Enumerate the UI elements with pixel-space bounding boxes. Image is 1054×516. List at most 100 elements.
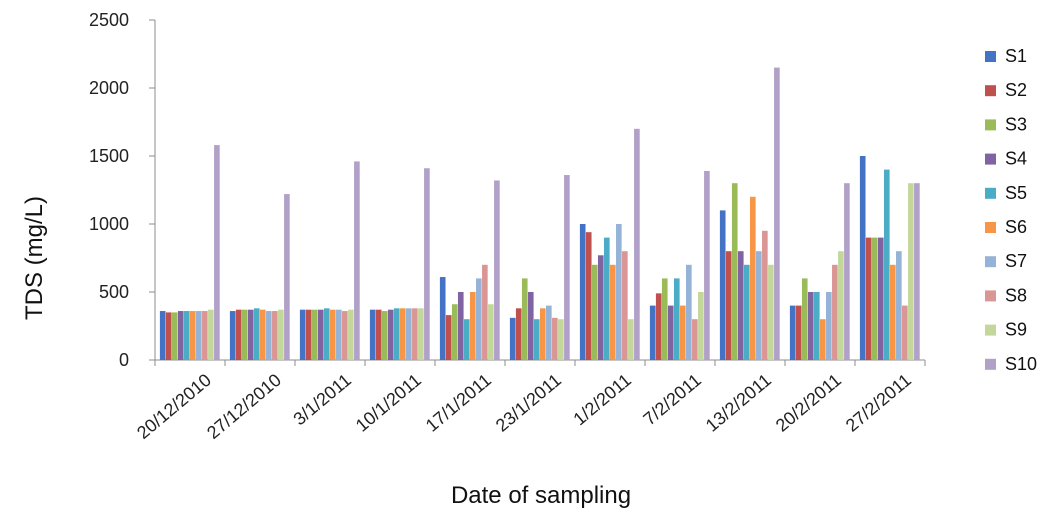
bar-s5 — [393, 308, 400, 360]
bar-s7 — [546, 305, 552, 360]
bar-s2 — [795, 305, 802, 360]
bar-s1 — [719, 210, 726, 360]
bar-s3 — [591, 264, 598, 360]
bar-s9 — [558, 319, 564, 360]
x-axis-title: Date of sampling — [451, 482, 631, 509]
legend-swatch-s10 — [985, 358, 996, 370]
bar-s2 — [165, 312, 172, 360]
x-tick-label: 27/2/2011 — [842, 370, 915, 436]
bar-s9 — [908, 183, 914, 360]
bar-s2 — [655, 293, 662, 360]
bar-s10 — [564, 175, 570, 360]
bar-s6 — [260, 309, 266, 360]
x-tick-label: 10/1/2011 — [352, 370, 425, 436]
bar-s9 — [838, 251, 844, 360]
legend-label-s2: S2 — [1005, 80, 1027, 100]
x-tick-label: 3/1/2011 — [289, 370, 355, 430]
bar-s10 — [214, 145, 220, 360]
bar-s8 — [412, 308, 418, 360]
bar-s2 — [445, 315, 452, 360]
y-axis-title: TDS (mg/L) — [21, 196, 48, 320]
y-tick-label: 500 — [99, 282, 129, 302]
bar-s8 — [552, 317, 558, 360]
bar-s7 — [406, 308, 412, 360]
bar-s4 — [247, 309, 254, 360]
bar-s10 — [634, 128, 640, 360]
bar-s6 — [330, 309, 336, 360]
legend-label-s10: S10 — [1005, 354, 1037, 374]
legend-swatch-s7 — [985, 256, 996, 268]
bar-s7 — [476, 278, 482, 360]
legend-swatch-s3 — [985, 119, 996, 131]
bar-s3 — [171, 312, 178, 360]
bar-s1 — [789, 305, 796, 360]
bar-s4 — [807, 292, 814, 360]
bar-s3 — [451, 304, 458, 360]
bar-s5 — [323, 308, 330, 360]
x-tick-label: 17/1/2011 — [422, 370, 495, 436]
bar-s5 — [883, 169, 890, 360]
bar-s10 — [424, 168, 430, 360]
bar-s3 — [311, 309, 318, 360]
bar-s10 — [914, 183, 920, 360]
bar-s3 — [521, 278, 528, 360]
bar-s8 — [902, 305, 908, 360]
legend-swatch-s9 — [985, 324, 996, 336]
legend-label-s9: S9 — [1005, 320, 1027, 340]
x-tick-label: 7/2/2011 — [639, 370, 705, 430]
bar-s2 — [725, 251, 732, 360]
bar-s9 — [488, 304, 494, 360]
bar-s9 — [698, 292, 704, 360]
bar-s2 — [375, 309, 382, 360]
bar-s10 — [774, 67, 780, 360]
legend: S1 S2 S3 S4 S5 S6 S7 S8 S9 S10 — [985, 46, 1037, 374]
legend-label-s3: S3 — [1005, 114, 1027, 134]
bar-s5 — [253, 308, 260, 360]
bar-s9 — [418, 308, 424, 360]
bar-s7 — [336, 309, 342, 360]
legend-swatch-s1 — [985, 51, 996, 62]
bar-s6 — [610, 264, 616, 360]
bar-s4 — [667, 305, 674, 360]
bar-s7 — [756, 251, 762, 360]
bar-s8 — [202, 311, 208, 360]
bar-s6 — [400, 308, 406, 360]
bar-s1 — [859, 156, 866, 360]
x-tick-label: 13/2/2011 — [702, 370, 775, 436]
bar-s5 — [533, 319, 540, 360]
bar-s4 — [387, 309, 394, 360]
bar-s1 — [369, 309, 376, 360]
bar-s9 — [278, 309, 284, 360]
bar-s5 — [463, 319, 470, 360]
legend-label-s4: S4 — [1005, 149, 1027, 169]
bar-s6 — [750, 196, 756, 360]
y-tick-label: 0 — [119, 350, 129, 370]
bar-s1 — [649, 305, 656, 360]
bar-s5 — [673, 278, 680, 360]
legend-label-s7: S7 — [1005, 251, 1027, 271]
bar-s10 — [494, 180, 500, 360]
bar-s3 — [801, 278, 808, 360]
legend-swatch-s2 — [985, 85, 996, 97]
bar-s3 — [871, 237, 878, 360]
legend-label-s5: S5 — [1005, 183, 1027, 203]
bar-s1 — [229, 311, 236, 360]
bar-s4 — [317, 309, 324, 360]
y-tick-label: 1500 — [89, 146, 129, 166]
bar-s4 — [457, 292, 464, 360]
bar-s8 — [482, 264, 488, 360]
x-tick-label: 27/12/2010 — [203, 370, 285, 443]
bar-s6 — [190, 311, 196, 360]
bar-s3 — [241, 309, 248, 360]
bar-s8 — [342, 311, 348, 360]
bar-s7 — [686, 264, 692, 360]
bar-s2 — [865, 237, 872, 360]
y-tick-label: 2000 — [89, 78, 129, 98]
y-tick-label: 1000 — [89, 214, 129, 234]
legend-label-s8: S8 — [1005, 285, 1027, 305]
bar-s4 — [877, 237, 884, 360]
bar-s6 — [890, 264, 896, 360]
